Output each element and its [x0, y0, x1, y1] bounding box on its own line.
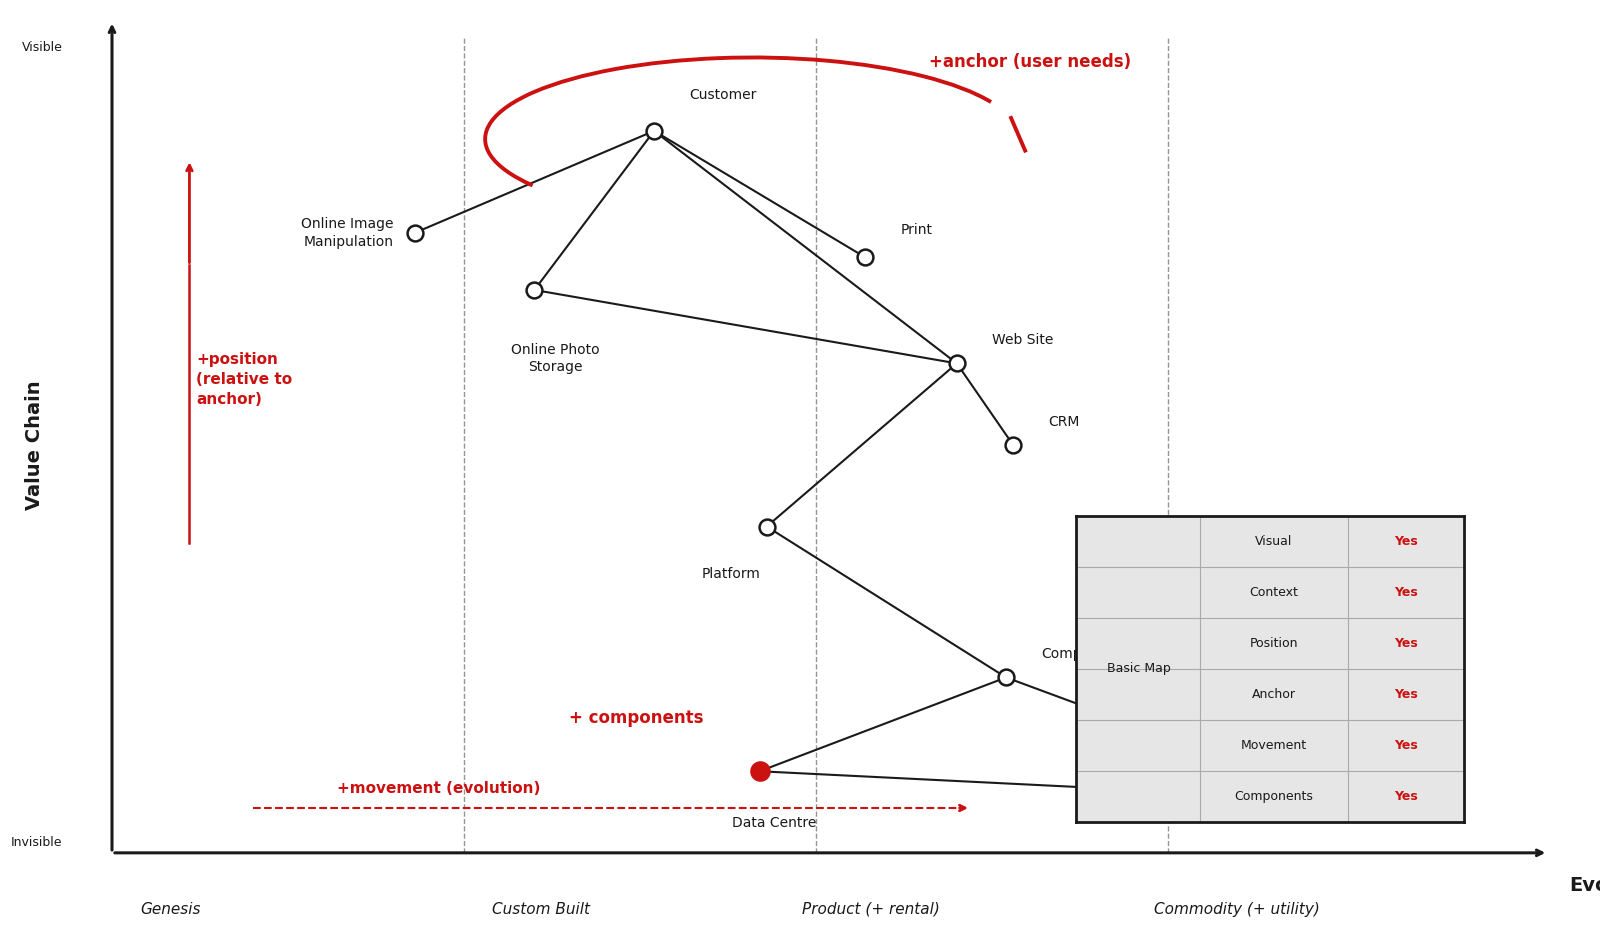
Point: [1000, 438, 1026, 452]
Text: Evolution: Evolution: [1570, 876, 1600, 895]
Point: [402, 225, 427, 240]
Text: Components: Components: [1235, 790, 1314, 803]
Text: Visual: Visual: [1256, 535, 1293, 548]
Text: Print: Print: [901, 222, 933, 237]
Text: Yes: Yes: [1394, 790, 1418, 803]
Text: Product (+ rental): Product (+ rental): [802, 902, 939, 917]
Text: Genesis: Genesis: [141, 902, 200, 917]
Text: Customer: Customer: [690, 88, 757, 102]
Text: Platform: Platform: [702, 567, 762, 581]
Text: Custom Built: Custom Built: [493, 902, 590, 917]
Text: Online Photo
Storage: Online Photo Storage: [512, 343, 600, 375]
Text: +position
(relative to
anchor): +position (relative to anchor): [197, 352, 293, 407]
Point: [754, 519, 779, 534]
Text: Value Chain: Value Chain: [26, 380, 45, 510]
Text: Web Site: Web Site: [992, 333, 1053, 347]
Text: Yes: Yes: [1394, 637, 1418, 650]
Text: Commodity (+ utility): Commodity (+ utility): [1154, 902, 1320, 917]
Text: Online Image
Manipulation: Online Image Manipulation: [301, 217, 394, 248]
Text: Yes: Yes: [1394, 739, 1418, 752]
Text: + components: + components: [570, 709, 704, 728]
Text: Position: Position: [1250, 637, 1298, 650]
Point: [747, 764, 773, 779]
Text: Data Centre: Data Centre: [731, 816, 816, 831]
Point: [522, 283, 547, 298]
Point: [944, 356, 970, 371]
Text: Context: Context: [1250, 586, 1298, 599]
Text: +movement (evolution): +movement (evolution): [338, 781, 541, 795]
Point: [1325, 793, 1350, 807]
Point: [642, 123, 667, 138]
Text: CRM: CRM: [1048, 414, 1080, 428]
Point: [994, 670, 1019, 685]
Text: +anchor (user needs): +anchor (user needs): [928, 53, 1131, 70]
Text: Power: Power: [1373, 769, 1414, 783]
Text: Yes: Yes: [1394, 586, 1418, 599]
Text: Anchor: Anchor: [1251, 688, 1296, 701]
Text: Yes: Yes: [1394, 535, 1418, 548]
Text: Invisible: Invisible: [11, 836, 62, 849]
Text: Yes: Yes: [1394, 688, 1418, 701]
Text: Compute: Compute: [1042, 647, 1104, 661]
Text: Visible: Visible: [22, 41, 62, 54]
Text: Basic Map: Basic Map: [1107, 663, 1170, 676]
Point: [853, 250, 878, 265]
Text: Movement: Movement: [1242, 739, 1307, 752]
